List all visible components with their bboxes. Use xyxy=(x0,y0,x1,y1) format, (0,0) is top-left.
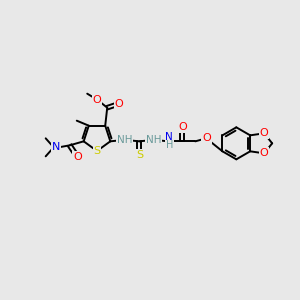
Text: O: O xyxy=(202,133,211,143)
Text: O: O xyxy=(115,99,124,109)
Text: N: N xyxy=(165,132,173,142)
Text: NH: NH xyxy=(117,135,132,145)
Text: H: H xyxy=(166,140,173,150)
Text: NH: NH xyxy=(146,135,161,145)
Text: N: N xyxy=(52,142,60,152)
Text: O: O xyxy=(93,95,102,105)
Text: O: O xyxy=(260,148,268,158)
Text: S: S xyxy=(93,146,100,156)
Text: O: O xyxy=(178,122,187,132)
Text: O: O xyxy=(73,152,82,162)
Text: O: O xyxy=(260,128,268,138)
Text: S: S xyxy=(136,150,143,160)
